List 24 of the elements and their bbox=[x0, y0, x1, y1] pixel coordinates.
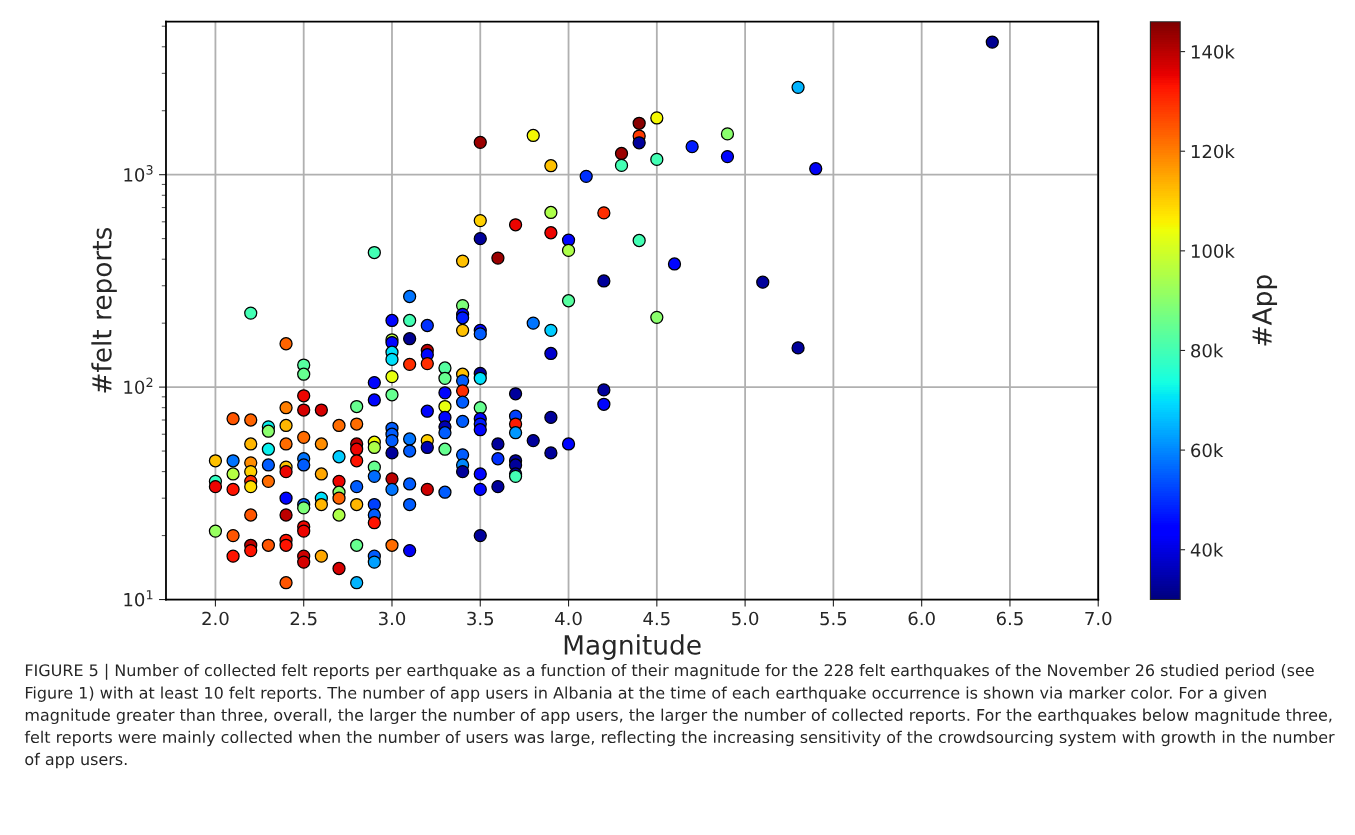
x-tick-label: 6.0 bbox=[908, 611, 935, 626]
x-tick-label: 2.0 bbox=[202, 611, 229, 626]
x-tick-label: 3.5 bbox=[467, 611, 494, 626]
x-tick-label: 3.0 bbox=[379, 611, 406, 626]
x-tick-label: 7.0 bbox=[1085, 611, 1112, 626]
caption: FIGURE 5 | Number of collected felt reports per earthquake as a function of their magnitude for the 228 felt earthquakes of the November 26 studied period (see Figure 1) with at least 10 felt reports. The number of app users in Albania at the time of each earthquake occurrence is shown via marker color. For a given magnitude greater than three, overall, the larger the number of app users, the larger the number of collected reports. For the earthquakes below magnitude three, felt reports were mainly collected when the number of users was large, reflecting the increasing sensitivity of the crowdsourcing system with growth in the number of app users. bbox=[24, 663, 1335, 769]
x-tick-label: 2.5 bbox=[290, 611, 317, 626]
y-tick-label: 10$^{2}$ bbox=[124, 377, 153, 395]
x-tick-label: 6.5 bbox=[996, 611, 1023, 626]
y-tick-label: 10$^{1}$ bbox=[124, 590, 153, 607]
y-tick-label: 10$^{3}$ bbox=[124, 165, 153, 182]
y-axis-title: #felt reports bbox=[91, 227, 117, 393]
color-bar-label: 120k bbox=[1191, 144, 1235, 159]
color-bar-label: 40k bbox=[1190, 542, 1224, 557]
color-bar-label: 60k bbox=[1191, 443, 1224, 458]
color-bar-label: 140k bbox=[1191, 44, 1235, 59]
x-axis-title: Magnitude bbox=[564, 634, 701, 660]
x-tick-label: 5.0 bbox=[732, 611, 759, 626]
color-bar-title: #App bbox=[1252, 275, 1278, 346]
x-tick-label: 5.5 bbox=[820, 611, 847, 626]
x-tick-label: 4.5 bbox=[643, 611, 670, 626]
x-tick-label: 4.0 bbox=[555, 611, 582, 626]
color-bar-label: 100k bbox=[1191, 243, 1235, 258]
color-bar-label: 80k bbox=[1191, 343, 1224, 358]
